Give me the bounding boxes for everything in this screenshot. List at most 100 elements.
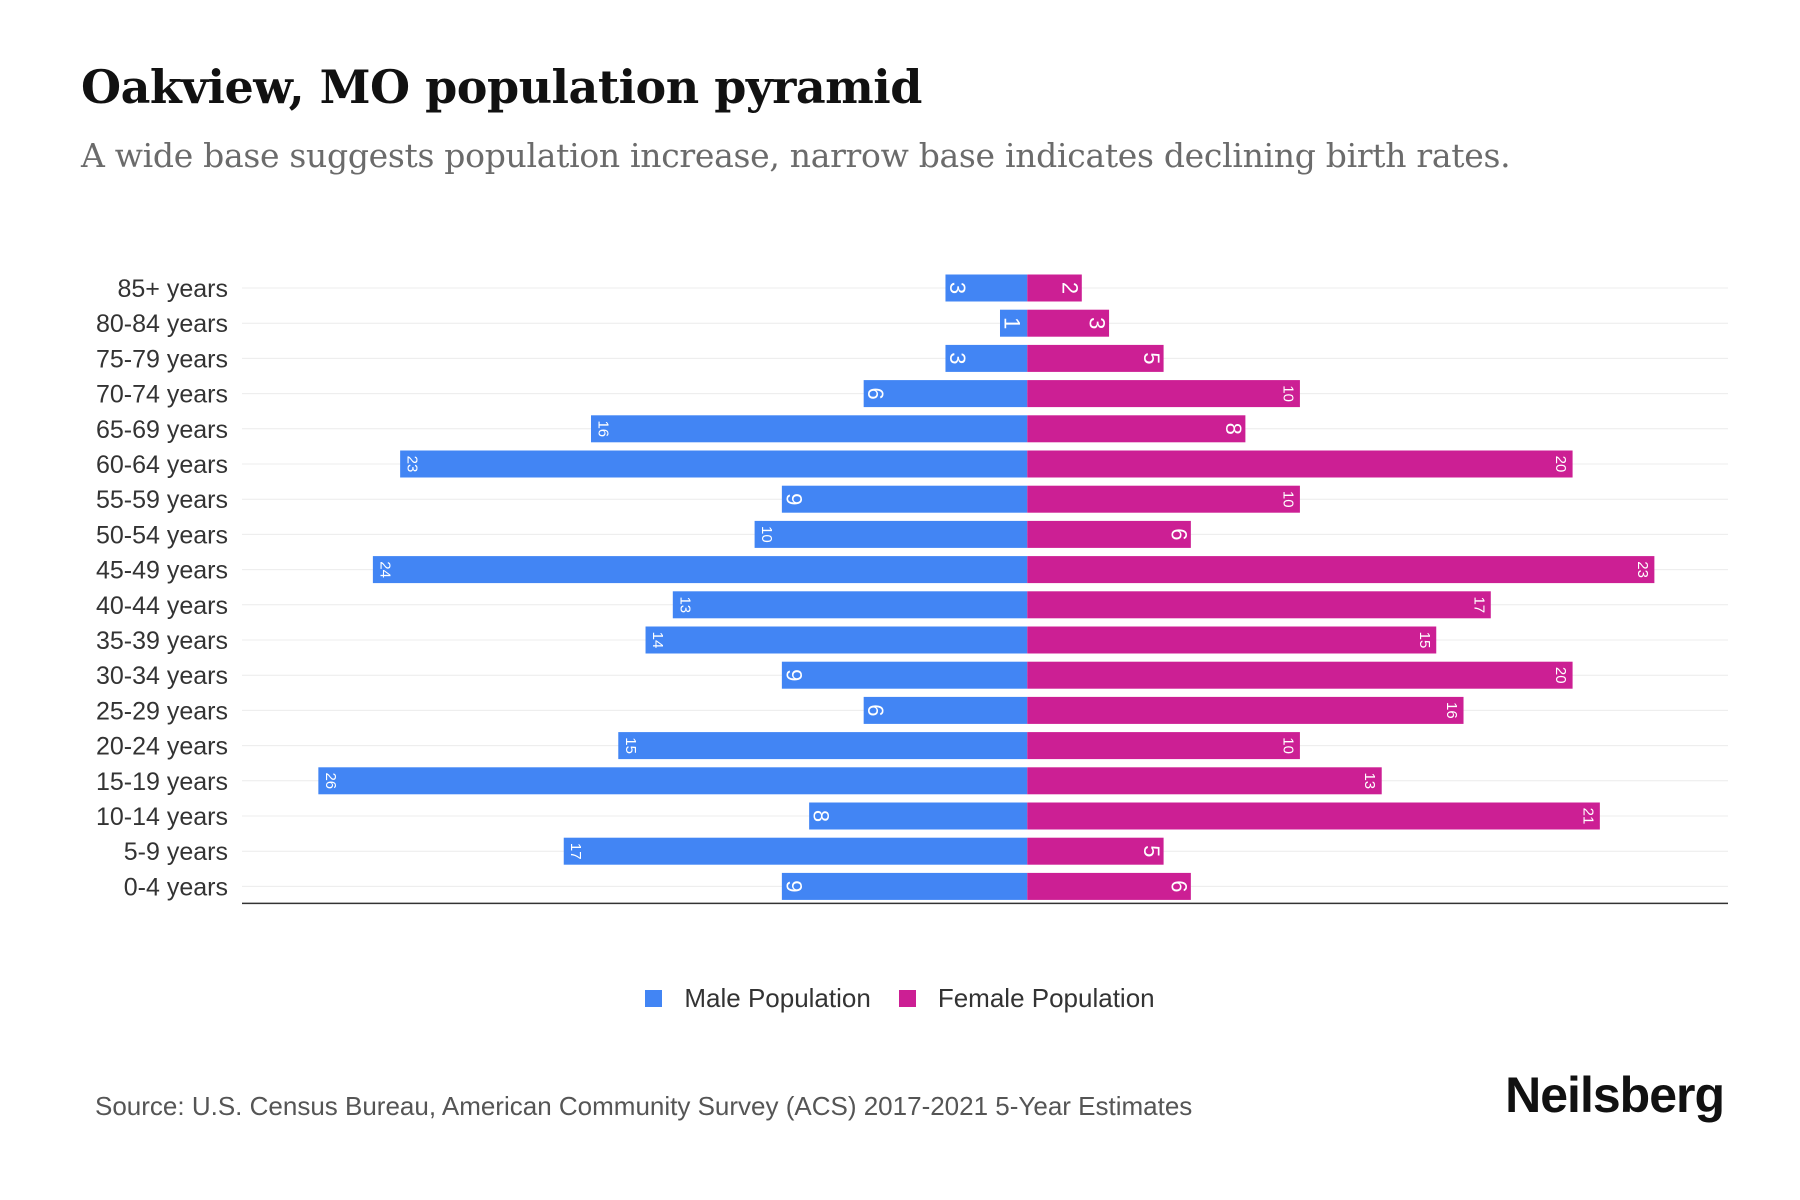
male-bar (754, 520, 1028, 548)
category-label: 45-49 years (96, 557, 228, 585)
female-data-label: 20 (1552, 456, 1569, 473)
female-bar (1027, 872, 1191, 900)
female-bar (1027, 767, 1382, 795)
male-data-label: 9 (781, 493, 806, 505)
male-data-label: 17 (567, 843, 584, 860)
male-bar (781, 485, 1028, 513)
male-bar (318, 767, 1028, 795)
category-label: 30-34 years (96, 662, 228, 690)
female-bar (1027, 309, 1110, 337)
female-data-label: 5 (1139, 352, 1164, 364)
female-bar (1027, 802, 1600, 830)
category-label: 15-19 years (96, 768, 228, 796)
legend-item-male: Male Population (645, 983, 871, 1014)
legend-swatch-male (645, 990, 663, 1007)
male-bar (781, 661, 1028, 689)
male-data-label: 9 (781, 880, 806, 892)
male-data-label: 15 (622, 737, 639, 754)
male-bar (563, 837, 1028, 865)
category-label: 80-84 years (96, 310, 228, 338)
brand-logo: Neilsberg (1505, 1067, 1725, 1123)
female-data-label: 13 (1361, 772, 1378, 789)
male-data-label: 23 (404, 456, 421, 473)
male-data-label: 3 (945, 282, 970, 294)
male-bar (945, 344, 1028, 372)
male-data-label: 10 (758, 526, 775, 543)
male-bar (672, 591, 1028, 619)
female-bar (1027, 837, 1164, 865)
category-label: 20-24 years (96, 733, 228, 761)
male-data-label: 3 (945, 352, 970, 364)
source-note: Source: U.S. Census Bureau, American Com… (95, 1091, 1193, 1121)
female-data-label: 21 (1579, 808, 1596, 825)
male-bar (400, 450, 1028, 478)
female-bar (1027, 415, 1246, 443)
female-bar (1027, 380, 1300, 408)
male-bar (809, 802, 1028, 830)
male-bar (591, 415, 1028, 443)
male-data-label: 6 (863, 387, 888, 399)
female-bar (1027, 626, 1437, 654)
male-bar (945, 274, 1028, 302)
male-bar (863, 696, 1028, 724)
female-data-label: 20 (1552, 667, 1569, 684)
category-label: 55-59 years (96, 486, 228, 514)
female-data-label: 6 (1166, 880, 1191, 892)
category-label: 60-64 years (96, 451, 228, 479)
male-data-label: 26 (322, 772, 339, 789)
female-bar (1027, 274, 1082, 302)
male-data-label: 8 (809, 810, 834, 822)
female-bar (1027, 556, 1655, 584)
chart-subtitle: A wide base suggests population increase… (81, 136, 1511, 175)
category-label: 5-9 years (124, 838, 228, 866)
category-label: 0-4 years (124, 873, 228, 901)
legend-label-female: Female Population (937, 983, 1155, 1013)
female-data-label: 5 (1139, 845, 1164, 857)
female-data-label: 10 (1279, 737, 1296, 754)
legend-item-female: Female Population (898, 983, 1155, 1014)
category-label: 75-79 years (96, 345, 228, 373)
female-data-label: 10 (1279, 385, 1296, 402)
female-data-label: 6 (1166, 528, 1191, 540)
category-label: 50-54 years (96, 521, 228, 549)
male-data-label: 24 (376, 561, 393, 578)
female-data-label: 23 (1634, 561, 1651, 578)
male-data-label: 9 (781, 669, 806, 681)
female-data-label: 8 (1221, 423, 1246, 435)
category-label: 85+ years (118, 275, 229, 303)
female-bar (1027, 696, 1464, 724)
female-bar (1027, 520, 1191, 548)
female-data-label: 3 (1085, 317, 1110, 329)
female-data-label: 2 (1057, 282, 1082, 294)
female-data-label: 16 (1443, 702, 1460, 719)
female-bar (1027, 732, 1300, 760)
female-bar (1027, 591, 1491, 619)
female-bar (1027, 485, 1300, 513)
male-bar (999, 309, 1028, 337)
female-data-label: 15 (1416, 632, 1433, 649)
category-label: 70-74 years (96, 381, 228, 409)
male-bar (618, 732, 1028, 760)
category-label: 25-29 years (96, 697, 228, 725)
chart-legend: Male Population Female Population (0, 983, 1800, 1014)
chart-title: Oakview, MO population pyramid (81, 60, 922, 114)
male-data-label: 13 (676, 596, 693, 613)
legend-swatch-female (898, 990, 916, 1007)
category-label: 10-14 years (96, 803, 228, 831)
female-bar (1027, 450, 1573, 478)
male-bar (372, 556, 1028, 584)
male-bar (781, 872, 1028, 900)
category-label: 35-39 years (96, 627, 228, 655)
category-label: 40-44 years (96, 592, 228, 620)
male-bar (645, 626, 1028, 654)
female-data-label: 17 (1470, 596, 1487, 613)
male-data-label: 16 (595, 420, 612, 437)
female-bar (1027, 344, 1164, 372)
category-label: 65-69 years (96, 416, 228, 444)
male-data-label: 1 (999, 317, 1024, 329)
legend-label-male: Male Population (684, 983, 871, 1013)
male-data-label: 14 (649, 632, 666, 649)
female-data-label: 10 (1279, 491, 1296, 508)
